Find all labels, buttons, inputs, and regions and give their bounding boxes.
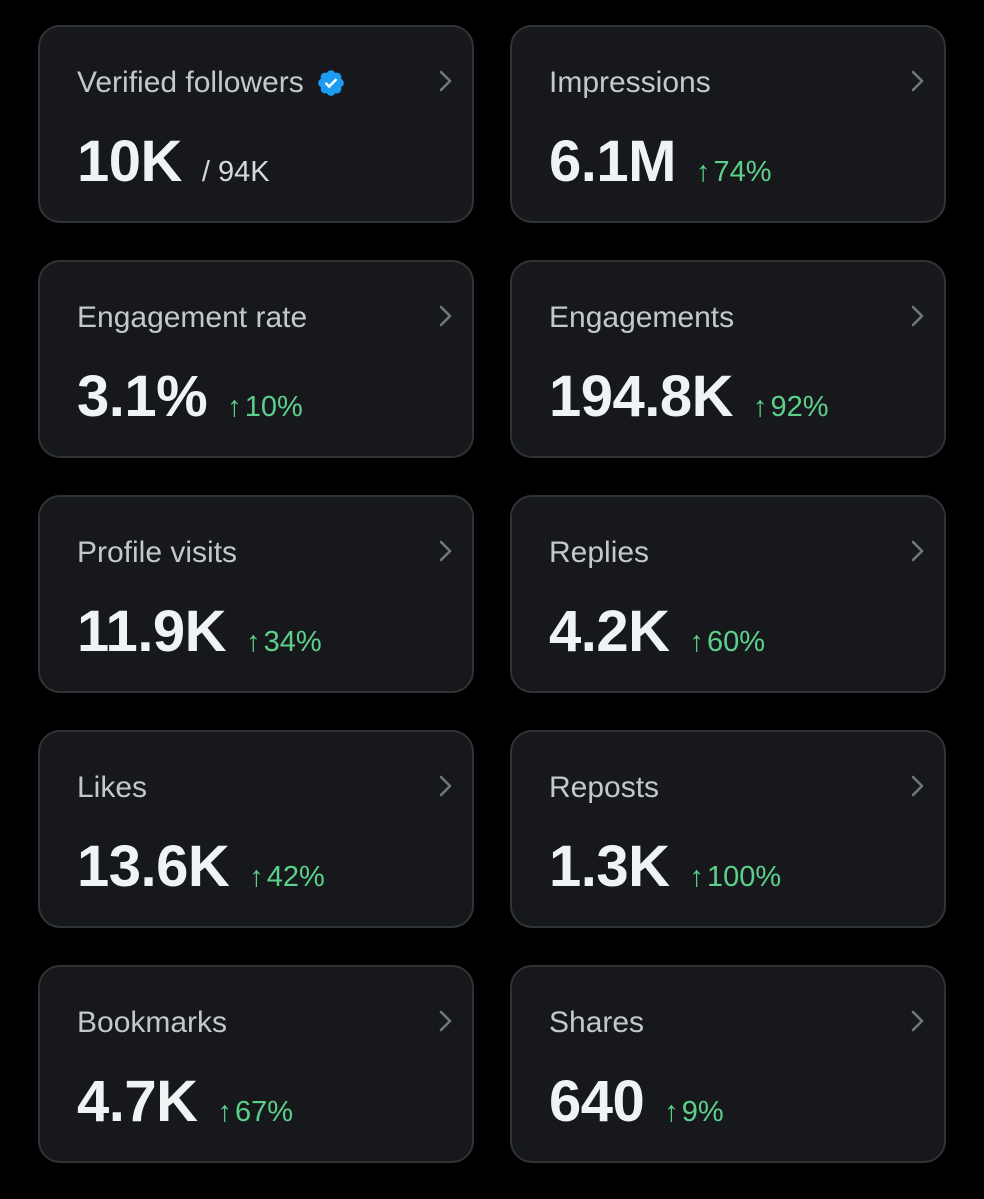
metric-change: ↑ 10% [227, 391, 303, 424]
metric-change-value: 67% [235, 1096, 294, 1128]
value-row: 4.7K ↑ 67% [77, 1069, 293, 1135]
metric-change: ↑ 100% [690, 861, 782, 894]
metrics-grid: Verified followers 10K / 94K Impressions… [38, 25, 946, 1163]
card-verified-followers[interactable]: Verified followers 10K / 94K [38, 25, 474, 223]
chevron-right-icon [911, 775, 924, 797]
card-profile-visits[interactable]: Profile visits 11.9K ↑ 34% [38, 495, 474, 693]
metric-value: 4.2K [549, 599, 670, 664]
chevron-right-icon [439, 540, 452, 562]
metric-value: 11.9K [77, 599, 227, 664]
arrow-up-icon: ↑ [664, 1096, 679, 1128]
card-label: Profile visits [77, 536, 238, 569]
value-row: 1.3K ↑ 100% [549, 834, 781, 900]
card-likes[interactable]: Likes 13.6K ↑ 42% [38, 730, 474, 928]
card-label: Impressions [549, 66, 711, 99]
chevron-right-icon [911, 540, 924, 562]
card-label: Shares [549, 1006, 645, 1039]
value-row: 4.2K ↑ 60% [549, 599, 765, 665]
value-row: 13.6K ↑ 42% [77, 834, 325, 900]
chevron-right-icon [439, 775, 452, 797]
card-reposts[interactable]: Reposts 1.3K ↑ 100% [510, 730, 946, 928]
metric-total: / 94K [201, 156, 270, 188]
card-engagements[interactable]: Engagements 194.8K ↑ 92% [510, 260, 946, 458]
value-row: 10K / 94K [77, 129, 270, 195]
metric-change: ↑ 60% [690, 626, 766, 659]
metric-change: ↑ 74% [696, 156, 772, 189]
card-shares[interactable]: Shares 640 ↑ 9% [510, 965, 946, 1163]
card-label: Likes [77, 771, 148, 804]
arrow-up-icon: ↑ [695, 156, 711, 188]
arrow-up-icon: ↑ [246, 626, 261, 658]
card-label: Engagements [549, 301, 735, 334]
card-label: Reposts [549, 771, 660, 804]
card-replies[interactable]: Replies 4.2K ↑ 60% [510, 495, 946, 693]
metric-change-value: 42% [266, 861, 325, 893]
value-row: 3.1% ↑ 10% [77, 364, 303, 430]
arrow-up-icon: ↑ [227, 391, 242, 423]
value-row: 6.1M ↑ 74% [549, 129, 772, 195]
chevron-right-icon [911, 70, 924, 92]
metric-value: 10K [77, 129, 182, 194]
metric-change-value: 9% [681, 1096, 724, 1128]
arrow-up-icon: ↑ [753, 391, 768, 423]
metric-change-value: 34% [263, 626, 322, 658]
metric-change: ↑ 42% [249, 861, 325, 894]
value-row: 194.8K ↑ 92% [549, 364, 829, 430]
arrow-up-icon: ↑ [689, 861, 705, 893]
arrow-up-icon: ↑ [217, 1096, 233, 1128]
metric-value: 6.1M [549, 129, 676, 194]
chevron-right-icon [439, 1010, 452, 1032]
metric-value: 640 [549, 1069, 645, 1134]
arrow-up-icon: ↑ [689, 626, 705, 658]
card-label: Bookmarks [77, 1006, 228, 1039]
card-label: Replies [549, 536, 650, 569]
metric-value: 3.1% [77, 364, 208, 429]
card-impressions[interactable]: Impressions 6.1M ↑ 74% [510, 25, 946, 223]
metric-change: ↑ 34% [246, 626, 322, 659]
chevron-right-icon [439, 70, 452, 92]
card-label: Verified followers [77, 66, 304, 99]
metric-change-value: 74% [713, 156, 772, 188]
metric-value: 4.7K [77, 1069, 198, 1134]
metric-value: 13.6K [77, 834, 230, 899]
card-label: Engagement rate [77, 301, 308, 334]
value-row: 640 ↑ 9% [549, 1069, 724, 1135]
metric-change-value: 100% [707, 861, 782, 893]
metric-value: 1.3K [549, 834, 670, 899]
card-label-wrap: Verified followers [77, 63, 346, 103]
metric-change-value: 10% [244, 391, 303, 423]
metric-change: ↑ 67% [218, 1096, 294, 1129]
metric-change-value: 60% [707, 626, 766, 658]
chevron-right-icon [911, 305, 924, 327]
chevron-right-icon [439, 305, 452, 327]
verified-badge-icon [317, 70, 344, 96]
arrow-up-icon: ↑ [249, 861, 264, 893]
metric-value: 194.8K [549, 364, 734, 429]
card-bookmarks[interactable]: Bookmarks 4.7K ↑ 67% [38, 965, 474, 1163]
metric-change-value: 92% [770, 391, 829, 423]
metric-change: ↑ 92% [753, 391, 829, 424]
card-engagement-rate[interactable]: Engagement rate 3.1% ↑ 10% [38, 260, 474, 458]
metric-change: ↑ 9% [664, 1096, 723, 1129]
value-row: 11.9K ↑ 34% [77, 599, 322, 665]
chevron-right-icon [911, 1010, 924, 1032]
